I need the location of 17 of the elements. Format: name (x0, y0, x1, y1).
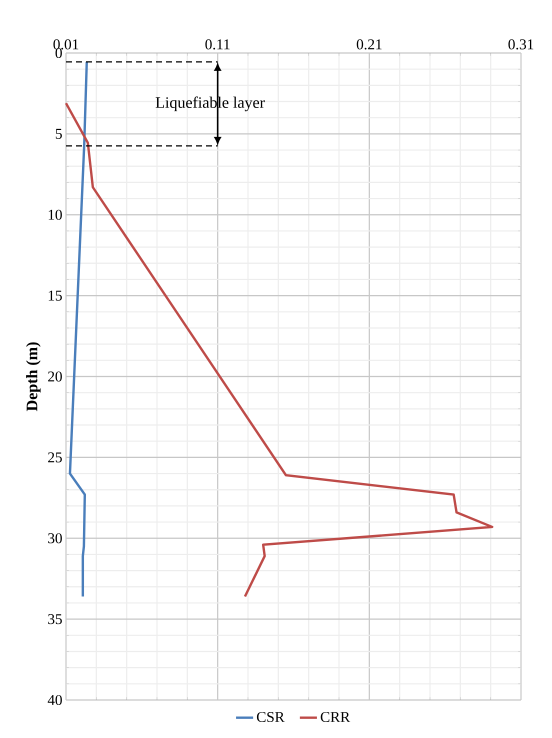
legend-label: CRR (320, 712, 350, 722)
y-tick-label: 30 (48, 533, 62, 544)
y-tick-label: 0 (56, 48, 62, 58)
legend-label: CSR (256, 712, 285, 722)
y-axis-title: Depth (m) (26, 342, 41, 412)
y-tick-label: 40 (48, 694, 62, 706)
y-tick-label: 5 (56, 128, 62, 139)
x-tick-label: 0.21 (356, 39, 382, 50)
y-tick-label: 25 (48, 452, 62, 462)
y-tick-label: 20 (48, 371, 62, 382)
line-series (68, 60, 88, 598)
x-tick-label: 0.01 (53, 39, 78, 50)
y-tick-label: 10 (48, 210, 62, 220)
x-tick-label: 0.11 (205, 39, 230, 50)
y-tick-label: 35 (48, 614, 62, 624)
x-tick-label: 0.31 (508, 39, 534, 50)
y-tick-label: 15 (48, 290, 62, 301)
